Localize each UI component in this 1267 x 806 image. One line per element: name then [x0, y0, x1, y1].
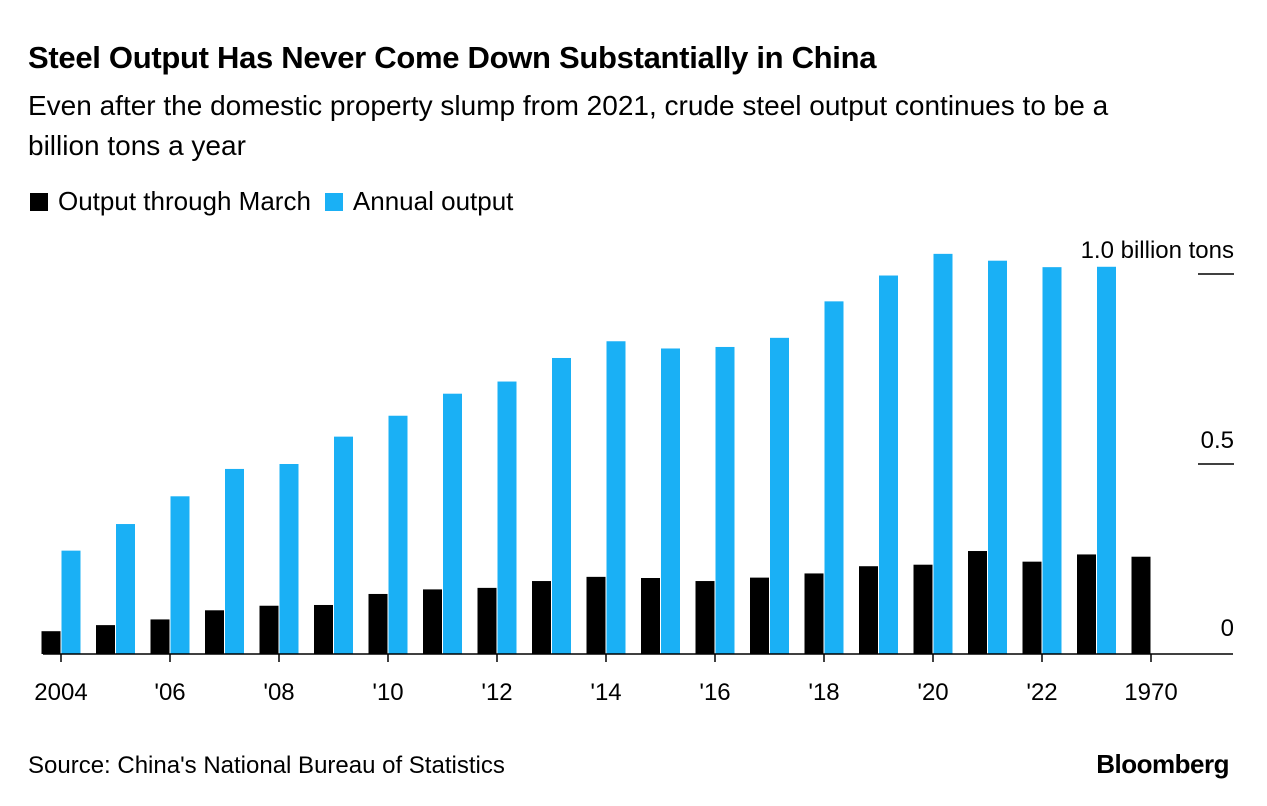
bar-march-2004: [41, 631, 61, 654]
bar-annual-2007: [225, 468, 244, 654]
bar-march-2018: [804, 573, 824, 654]
chart-title: Steel Output Has Never Come Down Substan…: [28, 40, 877, 75]
bar-annual-2022: [1042, 267, 1062, 654]
chart-subtitle: Even after the domestic property slump f…: [28, 90, 1109, 161]
bar-march-2020: [913, 564, 933, 654]
y-tick-label: 1.0 billion tons: [1081, 237, 1234, 264]
bar-march-2012: [477, 587, 497, 654]
bar-annual-2014: [606, 341, 626, 654]
bar-annual-2021: [988, 260, 1007, 654]
bar-annual-2004: [61, 550, 81, 654]
bar-annual-2023: [1097, 266, 1116, 654]
bar-march-2014: [586, 576, 606, 654]
bloomberg-logo: Bloomberg: [1096, 749, 1229, 779]
bar-annual-2020: [933, 253, 953, 655]
x-tick-label: '20: [917, 679, 948, 706]
legend-label-annual: Annual output: [352, 186, 514, 216]
x-tick-label: 1970: [1124, 679, 1177, 706]
bar-march-2005: [96, 625, 115, 654]
x-tick-label: '12: [481, 679, 512, 706]
x-tick-label: '06: [154, 679, 185, 706]
bar-march-2023: [1077, 554, 1096, 654]
bar-march-2016: [695, 581, 715, 654]
x-tick-label: 2004: [34, 679, 87, 706]
bar-march-2009: [314, 604, 333, 654]
bar-annual-2018: [824, 301, 844, 654]
bar-annual-2016: [715, 346, 735, 654]
bar-march-2010: [368, 593, 388, 654]
bar-march-2011: [423, 589, 442, 654]
x-tick-label: '14: [590, 679, 621, 706]
legend-swatch-march: [30, 192, 48, 211]
x-tick-label: '10: [372, 679, 403, 706]
x-tick-label: '16: [699, 679, 730, 706]
bar-march-2006: [150, 619, 170, 654]
source-note: Source: China's National Bureau of Stati…: [28, 752, 505, 779]
bar-march-2021: [968, 551, 987, 654]
x-tick-label: '08: [263, 679, 294, 706]
bar-annual-2019: [879, 275, 898, 654]
legend: Output through March Annual output: [30, 186, 527, 217]
bar-annual-2006: [170, 496, 190, 654]
bar-march-2019: [859, 566, 878, 654]
bar-annual-2005: [116, 524, 135, 654]
bar-march-2015: [641, 578, 660, 654]
bar-march-2008: [259, 605, 279, 654]
bar-march-2017: [750, 577, 769, 654]
bar-march-2022: [1022, 561, 1042, 654]
bar-march-2013: [532, 581, 551, 654]
legend-item-annual: Annual output: [324, 186, 514, 217]
bar-annual-2017: [770, 337, 789, 654]
x-tick-label: '22: [1026, 679, 1057, 706]
bar-annual-2013: [552, 357, 571, 654]
legend-item-march: Output through March: [30, 186, 311, 217]
bar-march-2007: [205, 610, 224, 654]
bar-annual-2009: [334, 436, 353, 654]
bar-march-2024: [1131, 556, 1151, 654]
bar-annual-2011: [443, 393, 462, 654]
bar-annual-2015: [661, 348, 680, 654]
y-tick-label: 0.5: [1201, 427, 1234, 454]
legend-swatch-annual: [324, 192, 343, 211]
x-tick-label: '18: [808, 679, 839, 706]
legend-label-march: Output through March: [58, 186, 311, 216]
bar-annual-2012: [497, 381, 517, 654]
y-tick-label: 0: [1221, 615, 1234, 642]
bar-annual-2008: [279, 464, 299, 654]
bar-annual-2010: [388, 415, 408, 654]
